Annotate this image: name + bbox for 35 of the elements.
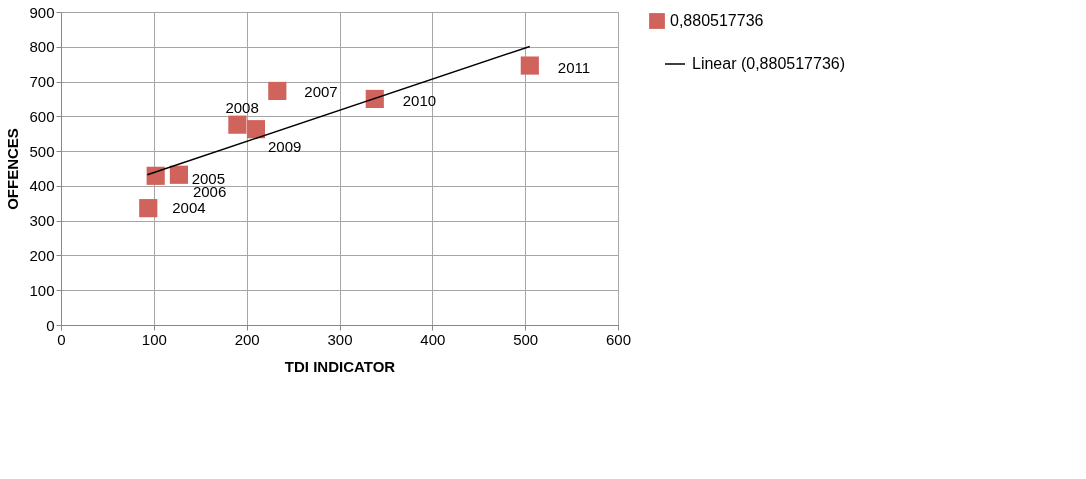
y-tick-label: 800 (29, 38, 55, 56)
y-tick-label: 900 (29, 3, 55, 21)
x-tick-label: 600 (605, 330, 632, 348)
annotation: 2009 (267, 138, 302, 156)
x-tick-label: 300 (327, 330, 353, 348)
point (246, 120, 266, 139)
y-tick-label: 400 (29, 177, 55, 195)
x-axis-title: TDI INDICATOR (284, 357, 396, 375)
point (139, 199, 158, 218)
y-tick-label: 600 (29, 107, 55, 125)
x-tick-label: 200 (234, 330, 260, 348)
y-tick-label: 300 (29, 212, 55, 230)
point (146, 166, 165, 185)
y-tick-label: 0 (46, 316, 55, 334)
point (228, 115, 247, 134)
annotation: 2004 (172, 199, 206, 217)
y-tick-label: 100 (29, 281, 55, 299)
point (268, 81, 287, 101)
y-tick-label: 200 (29, 246, 55, 264)
x-tick-label: 400 (420, 330, 446, 348)
point (169, 165, 188, 184)
legend-label: 0,880517736 (670, 12, 764, 29)
annotation: 2008 (225, 98, 259, 116)
y-tick-label: 700 (29, 73, 55, 91)
legend-label: Linear (0,880517736) (692, 55, 846, 72)
x-tick-label: 100 (141, 330, 167, 348)
annotation: 2011 (557, 58, 591, 76)
y-axis-title: OFFENCES (4, 128, 22, 210)
y-tick-label: 500 (29, 142, 55, 160)
annotation: 2007 (304, 82, 338, 100)
x-tick-label: 0 (57, 330, 66, 348)
annotation: 2005 (191, 169, 226, 187)
point (520, 56, 539, 75)
x-tick-label: 500 (513, 330, 539, 348)
annotation: 2010 (402, 91, 437, 109)
